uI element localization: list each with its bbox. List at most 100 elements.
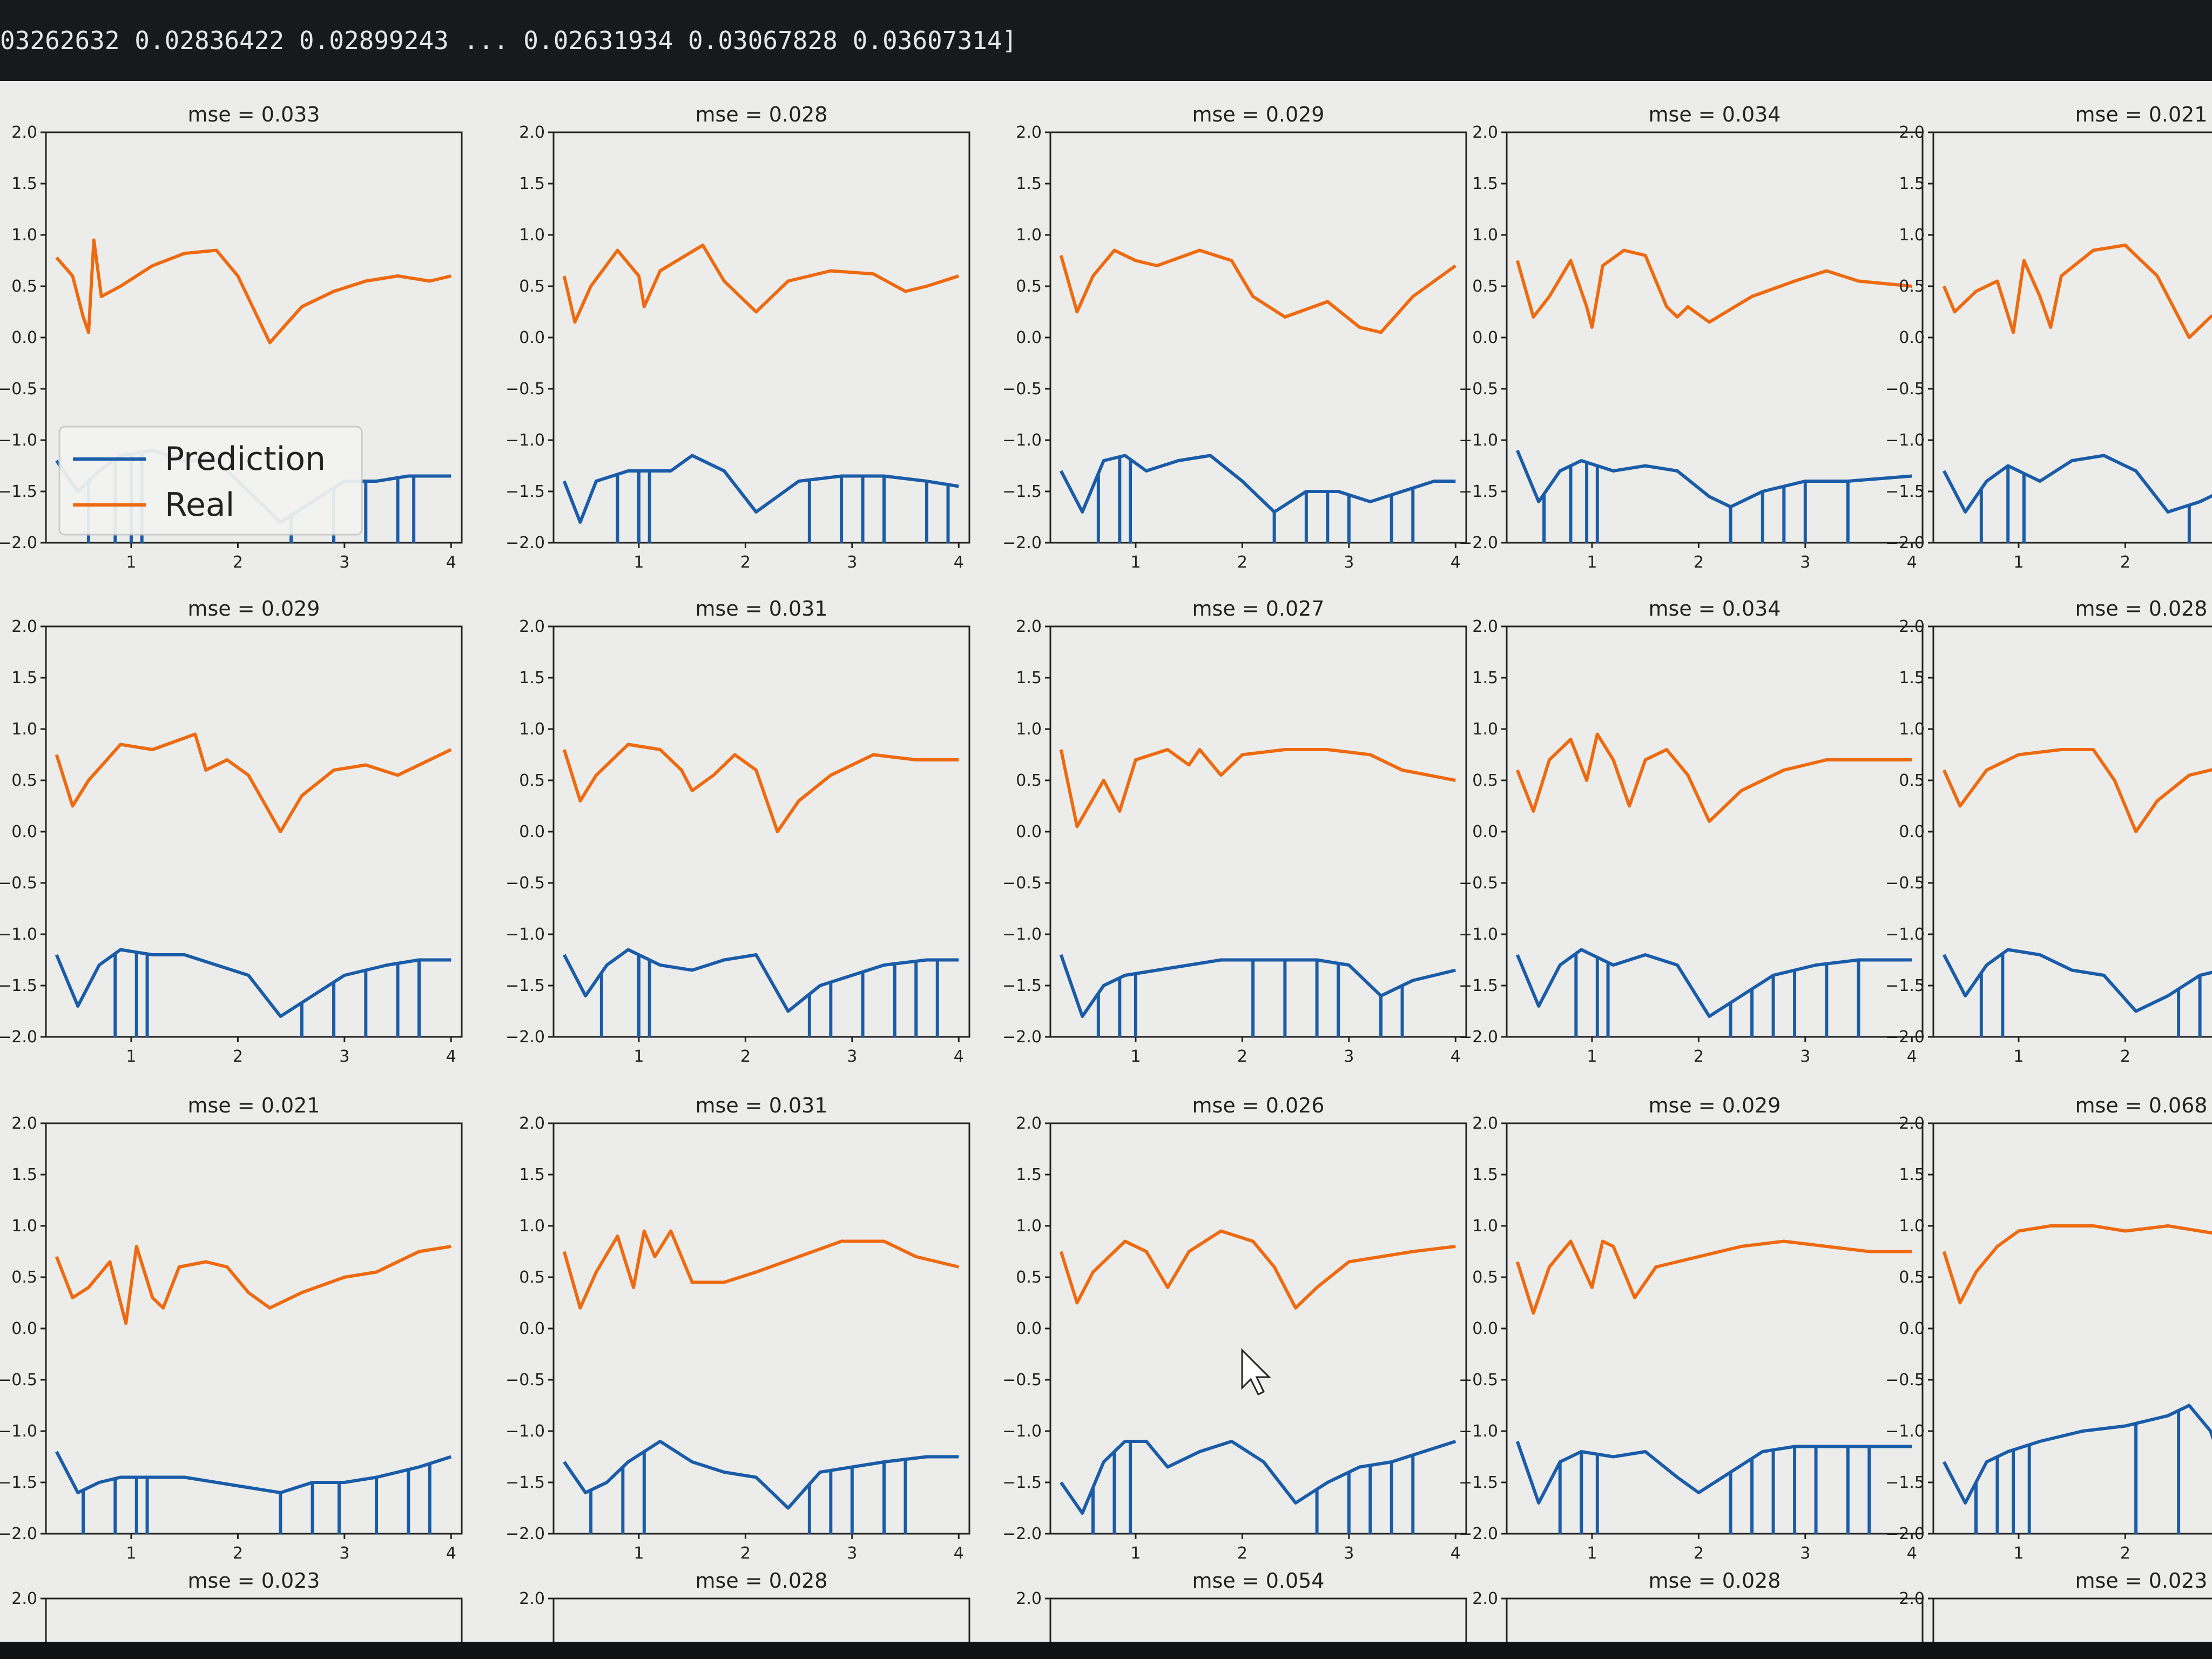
y-tick-label: 2.0	[1016, 617, 1042, 636]
y-tick-label: 1.0	[1016, 1217, 1042, 1236]
y-tick-label: 2.0	[519, 1589, 545, 1608]
series-prediction-line	[55, 1451, 452, 1494]
y-tick-label: −1.5	[0, 482, 37, 501]
x-tick-label: 3	[1344, 553, 1354, 572]
x-tick-label: 1	[1587, 553, 1597, 572]
axes-frame	[1506, 1597, 1924, 1642]
y-tick-label: 0.5	[11, 277, 37, 296]
y-tick-label: 0.0	[1472, 328, 1498, 347]
series-prediction-line	[55, 948, 451, 1018]
y-tick-label: 0.5	[519, 771, 545, 790]
plot-grid: mse = 0.033 2.0 1.5 1.0 0.5 0.0 −0.5 −1.0 −1.5 −2…	[0, 103, 2212, 1642]
y-tick-label: 0.0	[1899, 1319, 1925, 1338]
y-tick-label: −1.0	[1002, 431, 1042, 450]
series-prediction-line	[1515, 449, 1912, 509]
axes-frame	[1049, 625, 1467, 1038]
y-tick-label: −1.5	[1885, 976, 1925, 995]
y-tick-label: −2.0	[505, 534, 545, 552]
series-prediction-line	[563, 948, 959, 1013]
y-tick-label: 0.0	[1016, 328, 1042, 347]
y-tick-label: 0.0	[11, 328, 37, 347]
subplot-title: mse = 0.021	[188, 1094, 320, 1117]
x-tick-label: 2	[740, 1047, 751, 1066]
subplot-title: mse = 0.023	[2075, 1569, 2208, 1593]
x-tick-label: 4	[446, 1544, 456, 1563]
y-tick-label: 2.0	[1016, 123, 1042, 142]
x-tick-label: 1	[126, 1544, 136, 1563]
x-tick-label: 3	[339, 553, 349, 572]
subplot-2: mse = 0.028 2.0 1.5 1.0 0.5 0.0 −0.5 −1.0 −1.5 −2…	[505, 103, 970, 572]
y-tick-label: 2.0	[519, 123, 545, 142]
y-tick-label: −1.0	[1459, 431, 1498, 450]
subplot-title: mse = 0.034	[1649, 597, 1781, 621]
x-tick-label: 1	[1130, 1544, 1141, 1563]
x-tick-label: 3	[847, 1047, 857, 1066]
legend-label-real: Real	[165, 486, 234, 524]
y-tick-label: 1.0	[1472, 720, 1498, 739]
x-tick-label: 3	[1800, 553, 1810, 572]
y-tick-label: −1.5	[1002, 1473, 1042, 1492]
subplot-10: mse = 0.028 2.0 1.5 1.0 0.5 0.0 −0.5 −1.0 −1.5 −2…	[1885, 597, 2212, 1066]
x-tick-label: 1	[2013, 1544, 2024, 1563]
y-tick-label: 2.0	[1472, 123, 1498, 142]
y-tick-label: −2.0	[0, 1525, 37, 1543]
axes-frame	[45, 1597, 463, 1642]
y-tick-label: −1.5	[1459, 482, 1498, 501]
axes-frame	[1506, 1122, 1924, 1535]
subplot-title: mse = 0.068	[2075, 1094, 2208, 1117]
subplot-6: mse = 0.029 2.0 1.5 1.0 0.5 0.0 −0.5 −1.0 −1.5 −2…	[0, 597, 463, 1066]
series-prediction-line	[1515, 1441, 1912, 1505]
x-tick-label: 1	[1587, 1047, 1597, 1066]
y-tick-label: −1.5	[1002, 482, 1042, 501]
y-tick-label: −1.0	[1002, 925, 1042, 944]
y-tick-label: −0.5	[1002, 1371, 1042, 1390]
series-real-line	[1059, 248, 1457, 334]
x-tick-label: 3	[847, 1544, 857, 1563]
series-prediction-line	[1943, 454, 2212, 514]
y-tick-label: 1.0	[1899, 720, 1925, 739]
axes-frame	[552, 1597, 970, 1642]
y-tick-label: 2.0	[1899, 1589, 1925, 1608]
subplot-13: mse = 0.026 2.0 1.5 1.0 0.5 0.0 −0.5 −1.0 −1.5 −2…	[1002, 1094, 1467, 1563]
x-tick-label: 4	[954, 1047, 964, 1066]
y-tick-label: −1.5	[1459, 1473, 1498, 1492]
y-tick-label: 1.0	[1472, 226, 1498, 245]
x-tick-label: 2	[1237, 553, 1247, 572]
y-tick-label: 0.5	[1899, 1268, 1925, 1287]
x-tick-label: 3	[1344, 1047, 1354, 1066]
axes-frame	[1049, 1597, 1467, 1642]
y-tick-label: 1.0	[11, 720, 37, 739]
x-tick-label: 4	[1907, 1544, 1917, 1563]
axes-frame	[1932, 1122, 2212, 1535]
y-tick-label: 1.0	[11, 1217, 37, 1236]
y-tick-label: 0.5	[1016, 1268, 1042, 1287]
subplot-title: mse = 0.033	[188, 103, 320, 126]
y-tick-label: 1.5	[1016, 174, 1042, 193]
series-prediction-line	[1515, 948, 1912, 1018]
subplot-5: mse = 0.021 2.0 1.5 1.0 0.5 0.0 −0.5 −1.0 −1.5 −2…	[1885, 103, 2212, 572]
x-tick-label: 2	[740, 553, 751, 572]
x-tick-label: 3	[339, 1544, 349, 1563]
y-tick-label: 2.0	[1899, 123, 1925, 142]
x-tick-label: 2	[233, 1544, 243, 1563]
y-tick-label: 1.0	[519, 226, 545, 245]
y-tick-label: −1.0	[505, 1422, 545, 1441]
y-tick-label: −1.0	[0, 431, 37, 450]
y-tick-label: 1.5	[1899, 669, 1925, 687]
y-tick-label: 1.5	[519, 669, 545, 687]
y-tick-label: 1.5	[1472, 1165, 1498, 1184]
y-tick-label: 0.5	[519, 277, 545, 296]
subplot-title: mse = 0.029	[188, 597, 320, 621]
series-prediction-line	[1060, 1440, 1456, 1515]
y-tick-label: 1.5	[1016, 1165, 1042, 1184]
y-tick-label: 2.0	[1016, 1114, 1042, 1133]
y-tick-label: −1.0	[1885, 925, 1925, 944]
y-tick-label: 0.0	[519, 822, 545, 841]
y-tick-label: −0.5	[1002, 380, 1042, 399]
y-tick-label: −1.0	[0, 925, 37, 944]
series-real-line	[1515, 732, 1912, 823]
subplot-7: mse = 0.031 2.0 1.5 1.0 0.5 0.0 −0.5 −1.0 −1.5 −2…	[505, 597, 970, 1066]
subplot-14: mse = 0.029 2.0 1.5 1.0 0.5 0.0 −0.5 −1.0 −1.5 −2…	[1459, 1094, 1924, 1563]
y-tick-label: −2.0	[505, 1028, 545, 1047]
terminal-output-line: 03262632 0.02836422 0.02899243 ... 0.026…	[0, 0, 2212, 81]
